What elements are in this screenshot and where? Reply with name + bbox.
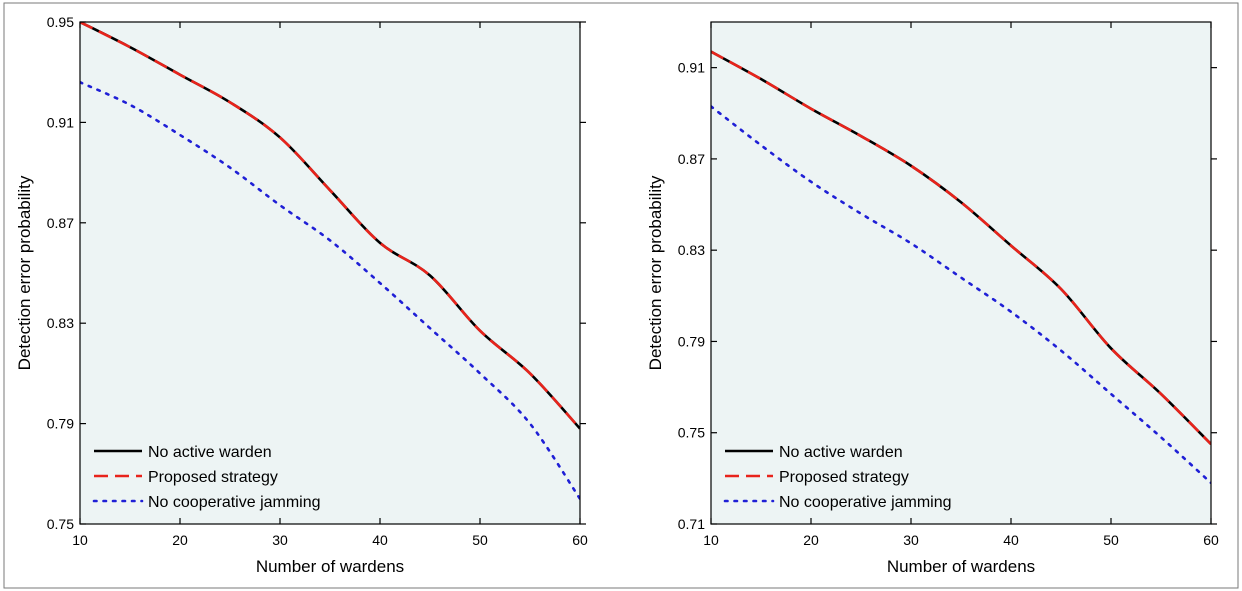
- y-axis-title: Detection error probability: [15, 175, 34, 370]
- legend-label-2: Proposed strategy: [148, 469, 278, 486]
- x-tick-label: 60: [1203, 532, 1219, 548]
- plot-area: [711, 22, 1211, 524]
- x-tick-label: 30: [272, 532, 288, 548]
- x-tick-label: 60: [572, 532, 588, 548]
- y-tick-label: 0.79: [678, 333, 705, 349]
- y-tick-label: 0.95: [47, 14, 74, 30]
- plot-frame: [710, 21, 1212, 525]
- y-tick-label: 0.87: [678, 151, 705, 167]
- y-tick-label: 0.75: [678, 425, 705, 441]
- y-tick-label: 0.91: [47, 114, 74, 130]
- series-line-2: [711, 50, 1211, 446]
- y-tick-label: 0.75: [47, 516, 74, 532]
- x-tick-label: 10: [703, 532, 719, 548]
- y-tick-label: 0.91: [678, 60, 705, 76]
- y-tick-label: 0.79: [47, 416, 74, 432]
- legend-label-1: No active warden: [148, 444, 272, 461]
- y-tick-label: 0.87: [47, 215, 74, 231]
- x-tick-label: 50: [1103, 532, 1119, 548]
- legend-label-1: No active warden: [779, 444, 903, 461]
- y-tick-label: 0.83: [47, 315, 74, 331]
- chart-panel-2: 10 20 30 40 50 60 0.71 0.75 0.79 0.83 0.87 0.91 Numb…: [646, 21, 1219, 576]
- x-axis-title: Number of wardens: [256, 557, 404, 576]
- x-tick-label: 40: [372, 532, 388, 548]
- legend: No active warden Proposed strategy No coop…: [92, 444, 321, 511]
- x-tick-label: 20: [803, 532, 819, 548]
- x-tick-label: 10: [72, 532, 88, 548]
- series-group: [711, 50, 1211, 485]
- x-tick-label: 50: [472, 532, 488, 548]
- x-axis-title: Number of wardens: [887, 557, 1035, 576]
- y-tick-label: 0.83: [678, 242, 705, 258]
- legend-label-3: No cooperative jamming: [148, 494, 321, 511]
- series-line-3: [80, 80, 580, 501]
- legend-label-3: No cooperative jamming: [779, 494, 952, 511]
- series-line-2: [80, 22, 580, 430]
- legend-label-2: Proposed strategy: [779, 469, 909, 486]
- x-tick-label: 30: [903, 532, 919, 548]
- series-line-3: [711, 105, 1211, 485]
- y-axis-title: Detection error probability: [646, 175, 665, 370]
- plot-area: [80, 22, 580, 524]
- series-group: [80, 22, 580, 501]
- x-tick-label: 40: [1003, 532, 1019, 548]
- chart-panel-1: 10 20 30 40 50 60 0.75 0.79 0.83 0.87 0.91 0.95 Numb…: [15, 14, 588, 576]
- plot-frame: [79, 21, 581, 525]
- x-tick-label: 20: [172, 532, 188, 548]
- figure-border: [3, 2, 1239, 589]
- y-tick-label: 0.71: [678, 516, 705, 532]
- legend: No active warden Proposed strategy No coop…: [723, 444, 952, 511]
